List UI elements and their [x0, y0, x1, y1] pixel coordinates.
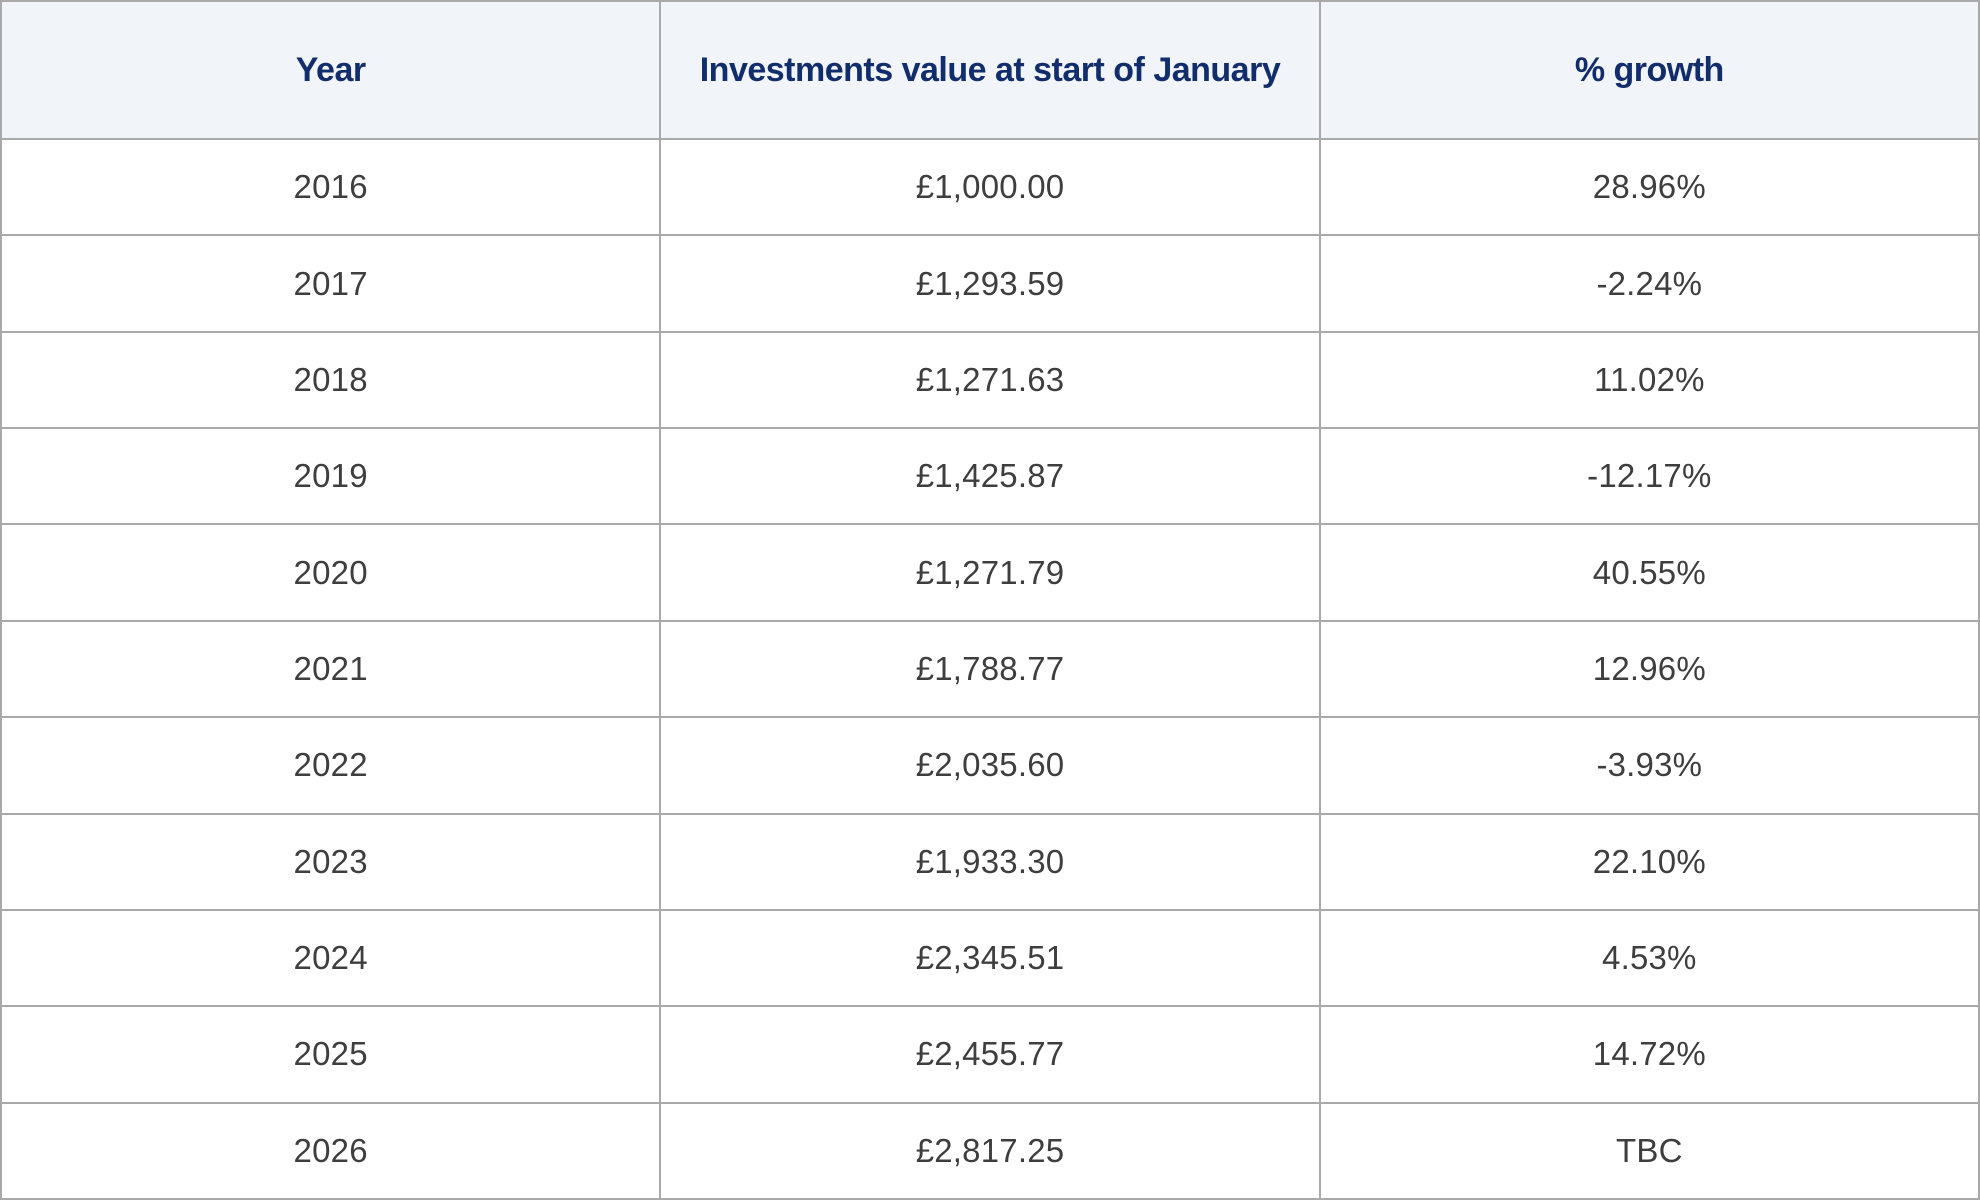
growth-cell: 22.10%	[1318, 812, 1980, 911]
growth-cell: -12.17%	[1318, 427, 1980, 526]
growth-cell: 11.02%	[1318, 330, 1980, 430]
table-row: 2016 £1,000.00 28.96%	[0, 137, 1980, 237]
table-row: 2023 £1,933.30 22.10%	[0, 812, 1980, 911]
header-row: Year Investments value at start of Janua…	[0, 0, 1980, 140]
year-cell: 2025	[0, 1005, 662, 1104]
value-cell: £1,293.59	[659, 234, 1321, 333]
year-cell: 2021	[0, 619, 662, 719]
table-row: 2026 £2,817.25 TBC	[0, 1101, 1980, 1200]
value-cell: £1,933.30	[659, 812, 1321, 911]
year-cell: 2022	[0, 716, 662, 815]
column-header-growth: % growth	[1318, 0, 1980, 140]
year-cell: 2020	[0, 523, 662, 622]
value-cell: £1,788.77	[659, 619, 1321, 719]
table-row: 2024 £2,345.51 4.53%	[0, 908, 1980, 1008]
year-cell: 2017	[0, 234, 662, 333]
value-cell: £2,345.51	[659, 908, 1321, 1008]
value-cell: £2,455.77	[659, 1005, 1321, 1104]
year-cell: 2019	[0, 427, 662, 526]
growth-cell: TBC	[1318, 1101, 1980, 1200]
column-header-year: Year	[0, 0, 662, 140]
growth-cell: 40.55%	[1318, 523, 1980, 622]
table-header: Year Investments value at start of Janua…	[0, 0, 1980, 140]
value-cell: £1,425.87	[659, 427, 1321, 526]
value-cell: £1,271.79	[659, 523, 1321, 622]
year-cell: 2016	[0, 137, 662, 237]
growth-cell: 28.96%	[1318, 137, 1980, 237]
table-row: 2018 £1,271.63 11.02%	[0, 330, 1980, 430]
value-cell: £1,000.00	[659, 137, 1321, 237]
growth-cell: -3.93%	[1318, 716, 1980, 815]
table-row: 2017 £1,293.59 -2.24%	[0, 234, 1980, 333]
table-row: 2022 £2,035.60 -3.93%	[0, 716, 1980, 815]
table-row: 2020 £1,271.79 40.55%	[0, 523, 1980, 622]
column-header-value: Investments value at start of January	[659, 0, 1321, 140]
year-cell: 2024	[0, 908, 662, 1008]
year-cell: 2023	[0, 812, 662, 911]
table-row: 2019 £1,425.87 -12.17%	[0, 427, 1980, 526]
value-cell: £1,271.63	[659, 330, 1321, 430]
growth-cell: 4.53%	[1318, 908, 1980, 1008]
year-cell: 2026	[0, 1101, 662, 1200]
value-cell: £2,035.60	[659, 716, 1321, 815]
table-row: 2021 £1,788.77 12.96%	[0, 619, 1980, 719]
growth-cell: -2.24%	[1318, 234, 1980, 333]
year-cell: 2018	[0, 330, 662, 430]
growth-cell: 14.72%	[1318, 1005, 1980, 1104]
value-cell: £2,817.25	[659, 1101, 1321, 1200]
table-row: 2025 £2,455.77 14.72%	[0, 1005, 1980, 1104]
growth-cell: 12.96%	[1318, 619, 1980, 719]
table-body: 2016 £1,000.00 28.96% 2017 £1,293.59 -2.…	[0, 137, 1980, 1200]
